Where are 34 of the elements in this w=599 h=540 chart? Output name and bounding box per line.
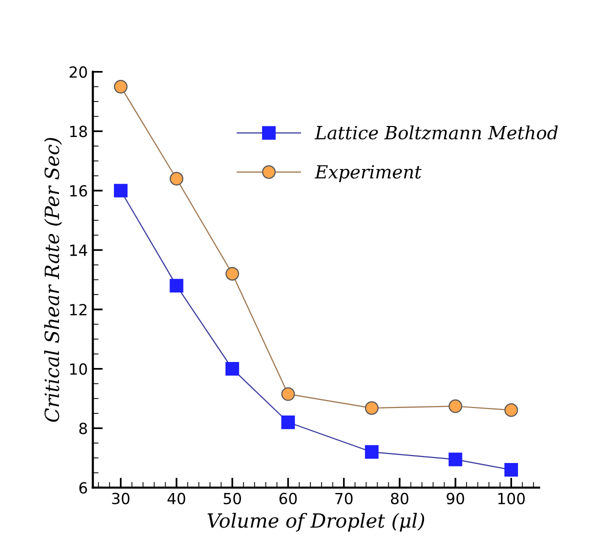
- x-tick-label: 50: [224, 492, 242, 504]
- legend-label: Experiment: [314, 165, 422, 182]
- point: [448, 452, 462, 466]
- point: [170, 172, 184, 186]
- x-tick-label: 30: [112, 492, 130, 504]
- point: [225, 266, 240, 281]
- y-tick-label: 12: [70, 304, 86, 316]
- x-tick-label: 90: [446, 492, 464, 504]
- point: [448, 399, 462, 414]
- point: [364, 401, 379, 415]
- point: [281, 387, 295, 401]
- y-tick-label: 8: [79, 422, 87, 434]
- x-tick-label: 70: [335, 492, 353, 504]
- y-tick-label: 18: [70, 126, 87, 138]
- y-tick-label: 14: [70, 244, 88, 256]
- point: [364, 445, 379, 459]
- point: [504, 462, 518, 477]
- point: [170, 278, 184, 292]
- point: [504, 403, 518, 417]
- x-tick-label: 100: [498, 492, 525, 504]
- point: [114, 184, 128, 198]
- x-tick-label: 60: [279, 492, 297, 504]
- point: [225, 362, 240, 376]
- point: [114, 80, 128, 94]
- y-axis-title: Critical Shear Rate (Per Sec): [44, 138, 62, 422]
- legend-label: Lattice Boltzmann Method: [314, 125, 558, 140]
- y-tick-label: 6: [79, 482, 88, 494]
- point: [281, 415, 295, 430]
- x-axis-title: Volume of Droplet (μl): [208, 512, 424, 532]
- x-tick-label: 40: [168, 492, 186, 504]
- x-tick-label: 80: [390, 492, 408, 504]
- y-tick-label: 10: [70, 363, 87, 375]
- y-tick-label: 16: [70, 185, 88, 197]
- y-tick-label: 20: [70, 66, 87, 78]
